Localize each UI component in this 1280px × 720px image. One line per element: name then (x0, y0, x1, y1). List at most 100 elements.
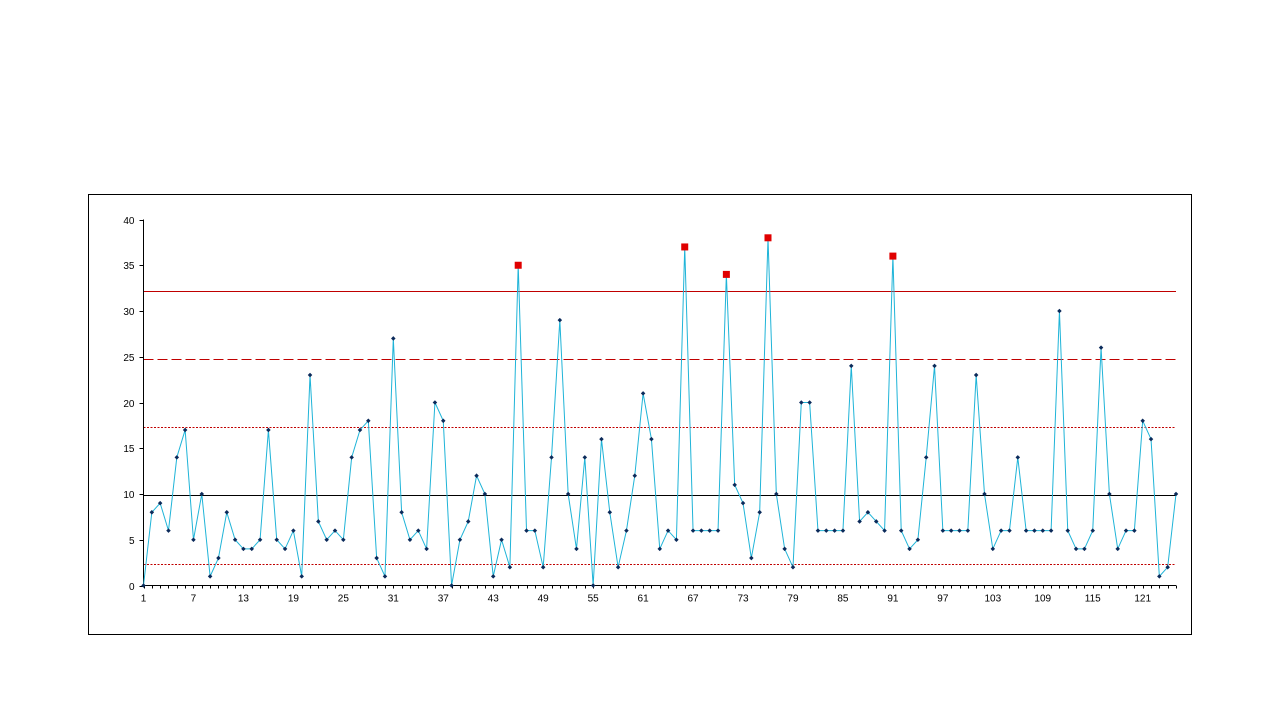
data-point (607, 510, 613, 515)
x-tick-label: 25 (338, 594, 350, 605)
data-point (1132, 528, 1137, 533)
x-tick-label: 73 (737, 594, 749, 605)
data-point (973, 372, 979, 378)
data-point (840, 528, 846, 533)
data-point (1098, 345, 1104, 350)
data-point (649, 436, 654, 442)
data-point (299, 574, 304, 579)
x-tick-label: 91 (887, 594, 899, 605)
data-point (399, 510, 404, 515)
y-tick-label: 10 (123, 490, 135, 501)
data-point (957, 528, 962, 533)
data-point (449, 583, 454, 588)
y-tick-label: 35 (123, 261, 135, 272)
data-point (1082, 546, 1087, 552)
data-point (1057, 308, 1062, 314)
data-point (948, 528, 954, 533)
data-point (490, 574, 496, 579)
data-point (940, 528, 946, 533)
data-point (1123, 528, 1129, 533)
data-point (1107, 491, 1112, 497)
data-point (1148, 436, 1154, 442)
out-of-control-point (764, 234, 772, 242)
data-point (799, 400, 804, 405)
series-line (143, 237, 1177, 586)
x-tick-label: 121 (1134, 594, 1151, 605)
x-tick-label: 103 (984, 594, 1001, 605)
data-point (532, 528, 538, 533)
y-tick-label: 0 (129, 582, 135, 593)
data-point (574, 546, 579, 552)
data-point (482, 491, 488, 497)
data-point (499, 537, 504, 543)
x-tick-label: 67 (687, 594, 699, 605)
data-point (615, 564, 621, 570)
x-tick-label: 97 (937, 594, 949, 605)
data-point (915, 537, 921, 543)
data-point (982, 491, 987, 497)
y-tick-label: 25 (123, 353, 135, 364)
data-point (1023, 528, 1029, 533)
data-point (1115, 546, 1120, 552)
x-tick-label: 109 (1034, 594, 1051, 605)
data-point (1015, 455, 1021, 460)
data-point (274, 537, 279, 543)
x-tick-label: 31 (388, 594, 400, 605)
out-of-control-point (722, 270, 730, 278)
data-point (632, 473, 638, 478)
data-point (782, 546, 787, 552)
data-point (624, 528, 629, 533)
data-point (657, 546, 663, 552)
data-point (207, 574, 213, 579)
data-point (1032, 528, 1037, 533)
data-point (166, 528, 171, 533)
data-point (182, 427, 188, 433)
data-point (757, 510, 762, 515)
out-of-control-point (681, 243, 689, 251)
data-point (1073, 546, 1079, 552)
data-point (465, 519, 471, 524)
data-point (349, 455, 354, 460)
data-point (590, 583, 596, 588)
data-point (391, 336, 396, 341)
data-point (998, 528, 1004, 533)
data-point (932, 363, 937, 369)
x-tick-label: 79 (787, 594, 799, 605)
data-point (1065, 528, 1071, 533)
data-point (540, 564, 546, 570)
data-point (1165, 564, 1170, 570)
data-point (707, 528, 712, 533)
x-tick-label: 49 (538, 594, 550, 605)
data-point (1157, 574, 1162, 579)
data-point (141, 583, 146, 588)
data-point (923, 455, 929, 460)
data-point (416, 528, 421, 533)
data-point (1090, 528, 1095, 533)
data-point (1040, 528, 1046, 533)
data-point (407, 537, 413, 543)
data-point (740, 500, 746, 506)
data-point (749, 555, 754, 561)
data-point (699, 528, 704, 533)
data-point (524, 528, 529, 533)
data-point (382, 574, 388, 579)
data-point (965, 528, 971, 533)
data-point (549, 455, 554, 460)
data-point (291, 528, 296, 533)
x-tick-label: 115 (1085, 594, 1101, 605)
data-point (457, 537, 463, 543)
data-point (848, 363, 854, 369)
data-point (374, 555, 379, 561)
data-point (191, 537, 196, 543)
x-tick-label: 7 (191, 594, 197, 605)
data-point (1140, 418, 1145, 424)
data-point (307, 372, 313, 378)
data-point (898, 528, 904, 533)
data-point (432, 400, 438, 405)
data-point (440, 418, 446, 424)
data-point (474, 473, 479, 478)
data-point (774, 491, 779, 497)
data-point (316, 519, 321, 524)
data-point (174, 455, 180, 460)
out-of-control-point (514, 261, 522, 269)
